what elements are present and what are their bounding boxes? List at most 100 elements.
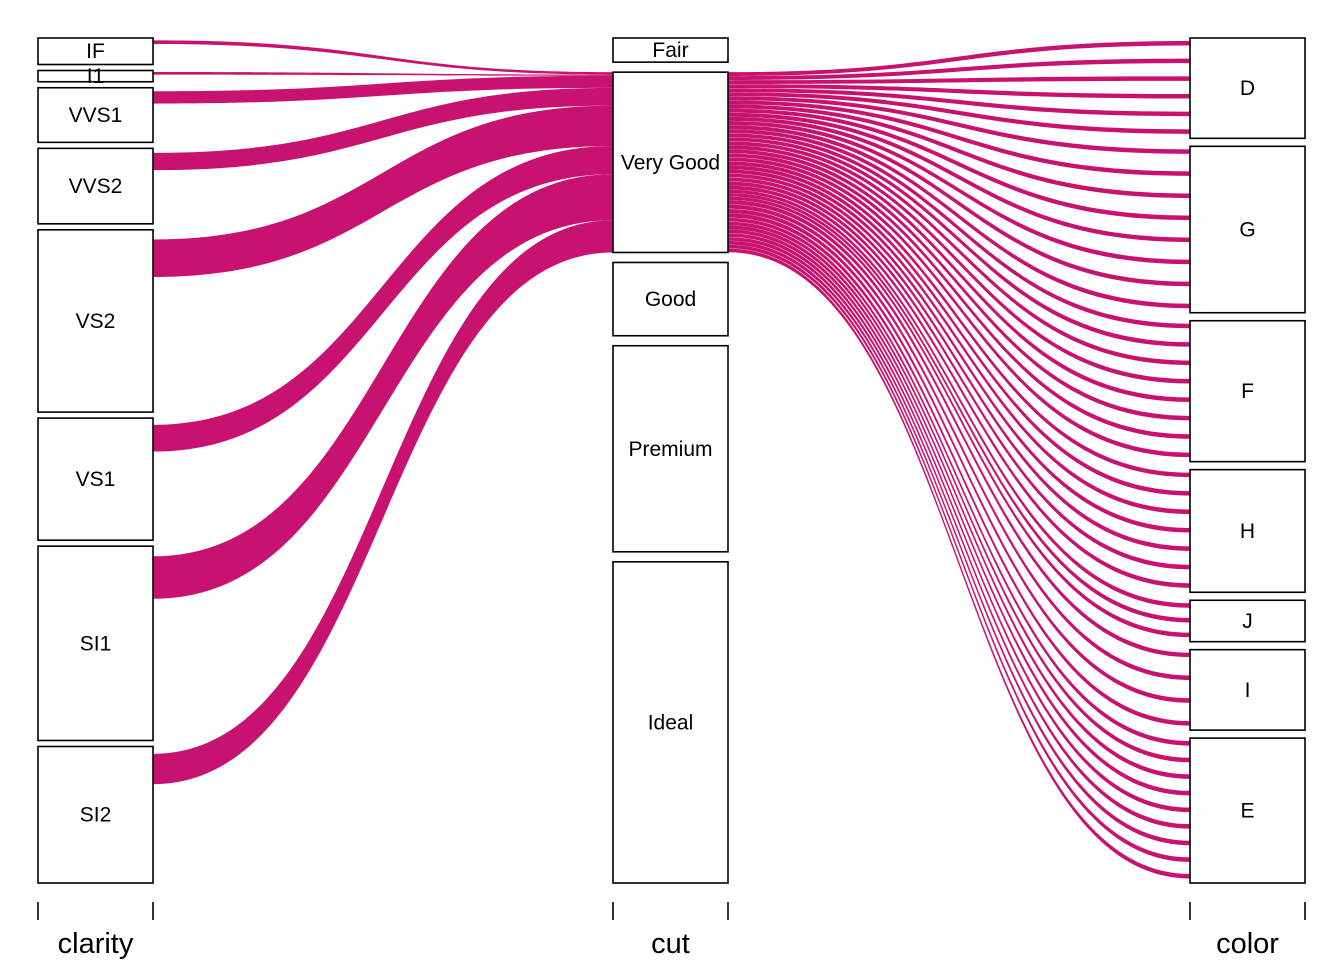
clarity-box-vs2 (37, 229, 154, 413)
clarity-label-vs1: VS1 (76, 468, 116, 491)
flow-very-good-g (728, 116, 1190, 265)
cut-label-fair: Fair (652, 39, 688, 62)
flow-very-good-g (728, 125, 1190, 309)
flow-very-good-e (728, 233, 1190, 813)
color-box-g (1189, 145, 1306, 314)
flow-vs1-very-good (153, 145, 613, 452)
cut-box-good (612, 261, 729, 337)
cut-label-premium: Premium (628, 438, 712, 461)
color-label-h: H (1240, 520, 1255, 543)
clarity-box-vvs2 (37, 147, 154, 225)
clarity-box-i1 (37, 69, 154, 83)
clarity-label-vvs1: VVS1 (69, 104, 123, 127)
flow-very-good-f (728, 137, 1190, 366)
cut-box-very-good (612, 71, 729, 254)
color-label-j: J (1242, 610, 1253, 633)
flow-very-good-e (728, 217, 1190, 746)
clarity-label-vs2: VS2 (76, 310, 116, 333)
flows-layer (153, 40, 1190, 879)
flow-very-good-d (728, 84, 1190, 99)
color-box-h (1189, 468, 1306, 594)
clarity-label-si1: SI1 (80, 632, 112, 655)
flow-very-good-d (728, 76, 1190, 85)
flow-very-good-h (728, 177, 1190, 551)
flow-very-good-f (728, 153, 1190, 439)
flow-vs2-very-good (153, 105, 613, 278)
axis-title-cut: cut (651, 928, 690, 960)
clarity-label-i1: I1 (87, 65, 105, 88)
cut-box-fair (612, 37, 729, 63)
flow-very-good-i (728, 209, 1190, 703)
flow-very-good-f (728, 149, 1190, 421)
flow-very-good-g (728, 108, 1190, 220)
clarity-box-si1 (37, 545, 154, 742)
clarity-label-if: IF (86, 40, 105, 63)
flow-very-good-f (728, 145, 1190, 402)
clarity-label-si2: SI2 (80, 804, 112, 827)
color-box-f (1189, 319, 1306, 463)
flow-very-good-g (728, 100, 1190, 176)
flow-very-good-d (728, 58, 1190, 80)
flow-very-good-h (728, 185, 1190, 588)
color-box-d (1189, 37, 1306, 140)
cut-label-very-good: Very Good (621, 151, 720, 174)
flow-very-good-h (728, 173, 1190, 533)
flow-very-good-i (728, 200, 1190, 658)
flow-very-good-d (728, 88, 1190, 117)
flow-very-good-e (728, 244, 1190, 862)
flow-very-good-g (728, 96, 1190, 154)
flow-very-good-e (728, 237, 1190, 829)
clarity-box-vs1 (37, 417, 154, 541)
clarity-label-vvs2: VVS2 (69, 175, 123, 198)
flow-very-good-d (728, 92, 1190, 134)
color-label-i: I (1245, 679, 1251, 702)
cut-label-good: Good (645, 288, 696, 311)
flow-vvs1-very-good (153, 75, 613, 104)
flow-very-good-f (728, 129, 1190, 329)
color-label-g: G (1239, 219, 1255, 242)
clarity-box-si2 (37, 745, 154, 884)
cut-box-ideal (612, 561, 729, 884)
clarity-box-if (37, 37, 154, 66)
flow-very-good-e (728, 221, 1190, 763)
flow-very-good-h (728, 169, 1190, 515)
color-label-e: E (1240, 800, 1254, 823)
flow-very-good-g (728, 121, 1190, 287)
flow-vvs2-very-good (153, 87, 613, 171)
flow-very-good-e (728, 248, 1190, 879)
flow-very-good-e (728, 229, 1190, 796)
color-box-e (1189, 737, 1306, 884)
clarity-box-vvs1 (37, 86, 154, 144)
flow-very-good-g (728, 112, 1190, 243)
flow-very-good-f (728, 141, 1190, 384)
color-label-f: F (1241, 380, 1254, 403)
flow-i1-very-good (153, 72, 613, 76)
flow-very-good-j (728, 193, 1190, 623)
flow-if-very-good (153, 40, 613, 75)
flow-very-good-h (728, 181, 1190, 570)
axis-title-color: color (1216, 928, 1279, 960)
flow-very-good-e (728, 240, 1190, 846)
flow-very-good-h (728, 161, 1190, 478)
axis-title-clarity: clarity (58, 928, 134, 960)
flow-very-good-e (728, 225, 1190, 779)
flow-very-good-g (728, 104, 1190, 198)
flow-very-good-d (728, 41, 1190, 76)
flow-very-good-i (728, 204, 1190, 680)
color-box-i (1189, 648, 1306, 731)
flow-very-good-h (728, 165, 1190, 496)
cut-box-premium (612, 344, 729, 553)
color-label-d: D (1240, 77, 1255, 100)
color-box-j (1189, 599, 1306, 643)
flow-very-good-j (728, 189, 1190, 608)
flow-very-good-j (728, 196, 1190, 638)
flow-si2-very-good (153, 220, 613, 785)
axes-layer: clarity cut color (37, 902, 1306, 960)
flow-very-good-f (728, 157, 1190, 458)
flow-si1-very-good (153, 174, 613, 599)
cut-label-ideal: Ideal (648, 711, 694, 734)
flow-very-good-i (728, 213, 1190, 726)
flow-very-good-f (728, 133, 1190, 347)
